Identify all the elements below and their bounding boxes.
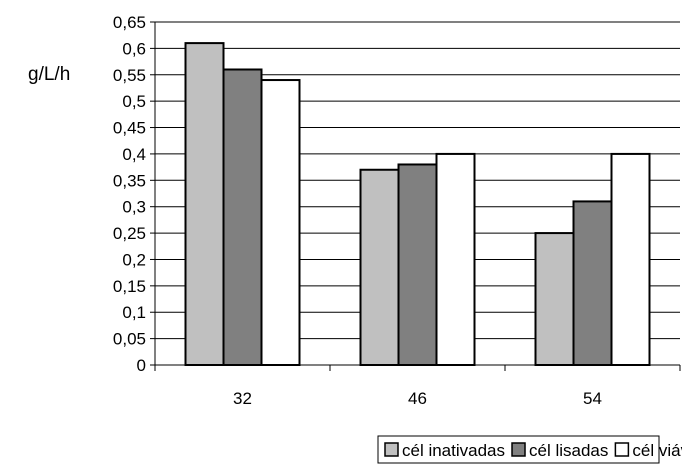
y-axis-label: g/L/h: [28, 64, 70, 85]
bar-cél-lisadas-46: [397, 163, 438, 366]
legend-label: cél lisadas: [529, 441, 608, 460]
bar-cél-viáveis-32: [260, 79, 301, 367]
x-tick-labels: 32 46 54: [233, 389, 602, 408]
bar-cél-inativadas-46: [359, 168, 400, 366]
legend-swatch: [614, 442, 630, 457]
legend-label: cél inativadas: [402, 441, 505, 460]
y-tick-label: 0,15: [113, 277, 146, 296]
bars: [184, 42, 651, 367]
bar-cél-viáveis-46: [435, 152, 476, 366]
y-tick-label: 0,6: [122, 39, 146, 58]
y-tick-label: 0,55: [113, 66, 146, 85]
y-tick-label: 0,2: [122, 250, 146, 269]
y-tick-label: 0,5: [122, 92, 146, 111]
x-tick-label: 32: [233, 389, 252, 408]
y-tick-label: 0,35: [113, 171, 146, 190]
legend-swatch: [511, 442, 526, 457]
y-tick-label: 0,1: [122, 303, 146, 322]
bar-cél-viáveis-54: [610, 152, 651, 366]
axes: [150, 21, 681, 371]
y-tick-label: 0,65: [113, 13, 146, 32]
x-tick-label: 54: [583, 389, 602, 408]
legend-label: cél viáveis: [632, 441, 682, 460]
bar-cél-inativadas-54: [534, 232, 575, 366]
y-tick-labels: 0 0,05 0,1 0,15 0,2 0,25 0,3 0,35 0,4 0,45 0,5 0,55…: [113, 13, 146, 375]
legend-swatch: [384, 442, 399, 457]
bar-cél-lisadas-32: [222, 68, 263, 366]
legend: cél inativadas cél lisadas cél viáveis: [377, 435, 682, 464]
y-tick-label: 0: [137, 356, 146, 375]
y-tick-label: 0,4: [122, 145, 146, 164]
y-tick-label: 0,05: [113, 330, 146, 349]
bar-cél-lisadas-54: [572, 200, 613, 366]
x-tick-label: 46: [408, 389, 427, 408]
y-tick-label: 0,25: [113, 224, 146, 243]
y-tick-label: 0,45: [113, 119, 146, 138]
y-tick-label: 0,3: [122, 198, 146, 217]
bar-cél-inativadas-32: [184, 42, 225, 366]
